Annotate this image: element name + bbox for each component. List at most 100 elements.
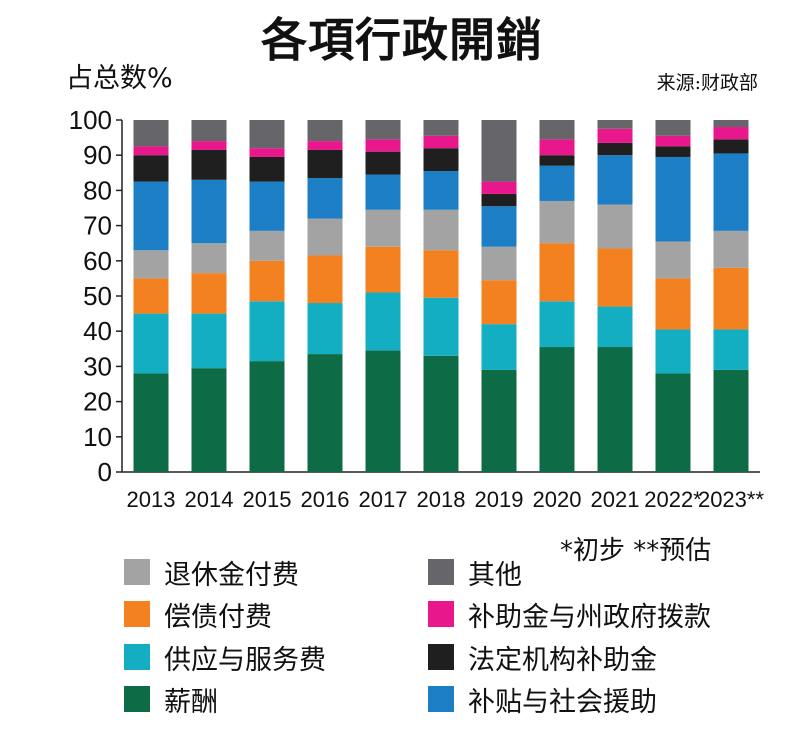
bar-segment <box>655 135 691 147</box>
bar-segment <box>423 355 459 472</box>
x-tick-label: 2020 <box>533 487 582 512</box>
legend-item: 补助金与州政府拨款 <box>428 597 711 633</box>
legend-item: 退休金付费 <box>124 555 299 591</box>
bar-segment <box>423 148 459 172</box>
legend-swatch <box>124 644 150 670</box>
bar-segment <box>539 139 575 156</box>
bar-segment <box>133 313 169 374</box>
bar-segment <box>655 278 691 330</box>
bar-segment <box>481 369 517 472</box>
bar-segment <box>191 273 227 314</box>
bar-segment <box>133 250 169 279</box>
y-axis-label: 占总数% <box>66 63 173 94</box>
legend-label: 薪酬 <box>164 686 218 718</box>
bar-segment <box>713 153 749 231</box>
legend-label: 补助金与州政府拨款 <box>468 601 711 633</box>
bar-segment <box>597 142 633 156</box>
y-tick-label: 60 <box>83 246 112 276</box>
bar-segment <box>655 329 691 374</box>
bar-segment <box>481 181 517 194</box>
x-ticks: 2013 2014 2015 2016 2017 2018 2019 2020 2021 2022… <box>127 487 765 512</box>
y-tick-label: 30 <box>83 351 112 381</box>
bar-segment <box>423 297 459 356</box>
bar-segment <box>365 292 401 351</box>
bar-segment <box>481 193 517 207</box>
bar-segment <box>191 149 227 180</box>
bar-segment <box>597 128 633 143</box>
chart-title: 各項行政開銷 <box>261 13 543 67</box>
bar-segment <box>133 146 169 156</box>
y-tick-label: 10 <box>83 422 112 452</box>
bar-segment <box>481 206 517 247</box>
bar-segment <box>597 155 633 205</box>
bar-segment <box>655 156 691 242</box>
x-tick-label: 2017 <box>359 487 408 512</box>
bar-segment <box>655 241 691 279</box>
bar-segment <box>133 120 169 147</box>
bar-segment <box>191 179 227 244</box>
legend-item: 其他 <box>428 555 522 591</box>
bar-segment <box>307 354 343 472</box>
y-tick-label: 80 <box>83 175 112 205</box>
legend-swatch <box>428 601 454 627</box>
bar-segment <box>249 181 285 231</box>
bar-segment <box>713 267 749 330</box>
legend-swatch <box>124 686 150 712</box>
y-ticks: 0 10 20 30 40 50 60 70 80 90 100 <box>69 105 122 487</box>
bar-segment <box>133 155 169 182</box>
bar-segment <box>481 120 517 182</box>
bar-segment <box>307 141 343 150</box>
legend-label: 补贴与社会援助 <box>468 686 657 718</box>
legend-label: 偿债付费 <box>164 601 272 633</box>
bar-segment <box>365 120 401 140</box>
x-tick-label: 2016 <box>301 487 350 512</box>
bar-segment <box>307 178 343 219</box>
legend-label: 其他 <box>468 559 522 591</box>
bars <box>133 120 749 472</box>
bar-segment <box>191 243 227 274</box>
bar-segment <box>655 146 691 157</box>
y-tick-label: 40 <box>83 316 112 346</box>
bar-segment <box>539 243 575 302</box>
bar-segment <box>713 127 749 140</box>
bar-segment <box>423 171 459 210</box>
bar-segment <box>365 151 401 175</box>
bar-segment <box>191 368 227 472</box>
legend-label: 法定机构补助金 <box>468 644 657 676</box>
legend-item: 法定机构补助金 <box>428 640 657 676</box>
bar-segment <box>249 260 285 302</box>
legend-label: 供应与服务费 <box>164 644 326 676</box>
bar-segment <box>249 230 285 261</box>
bar-segment <box>191 141 227 150</box>
bar-segment <box>597 120 633 129</box>
bar-segment <box>481 324 517 370</box>
legend-swatch <box>428 686 454 712</box>
bar-segment <box>713 139 749 154</box>
bar-segment <box>249 148 285 157</box>
bar-segment <box>133 278 169 314</box>
bar-segment <box>423 209 459 251</box>
bar-segment <box>481 280 517 325</box>
bar-segment <box>423 135 459 149</box>
bar-segment <box>307 303 343 355</box>
bar-segment <box>307 120 343 142</box>
bar-segment <box>597 306 633 348</box>
bar-segment <box>191 120 227 142</box>
bar-segment <box>307 149 343 179</box>
legend-item: 薪酬 <box>124 682 218 718</box>
footnote: *初步 **预估 <box>560 536 712 566</box>
bar-segment <box>365 350 401 472</box>
bar-segment <box>655 120 691 136</box>
legend-item: 偿债付费 <box>124 597 272 633</box>
bar-segment <box>423 250 459 298</box>
legend-swatch <box>428 559 454 585</box>
bar-segment <box>423 120 459 136</box>
bar-segment <box>365 209 401 247</box>
x-tick-label: 2023** <box>698 487 765 512</box>
bar-segment <box>365 174 401 210</box>
bar-segment <box>539 155 575 166</box>
bar-segment <box>539 200 575 244</box>
bar-segment <box>713 120 749 128</box>
bar-segment <box>597 347 633 472</box>
